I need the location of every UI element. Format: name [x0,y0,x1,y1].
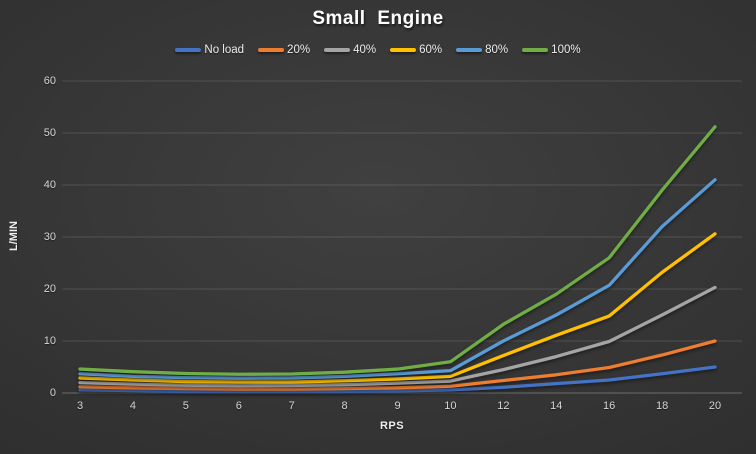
legend-label: 40% [353,44,377,56]
x-tick-label-18: 18 [655,400,669,412]
x-tick-label-5: 5 [182,400,189,412]
legend-label: 80% [485,44,509,56]
legend-line-swatch [456,48,483,52]
x-tick-label-10: 10 [444,400,457,412]
x-tick-label-16: 16 [603,400,616,412]
legend-item-40-[interactable]: 40% [324,44,376,56]
legend: No load 20% 40% 60% 80% 100% [0,42,756,58]
x-tick-label-9: 9 [394,400,401,412]
legend-item-60-[interactable]: 60% [390,44,442,56]
x-tick-label-3: 3 [76,400,84,412]
x-tick-label-4: 4 [129,400,136,412]
x-tick-label-7: 7 [288,400,295,412]
series-line-60- [78,232,717,384]
y-axis-title: L/MIN [8,221,20,251]
legend-line-swatch [324,48,351,52]
y-tick-label-50: 50 [43,126,56,139]
y-tick-label-40: 40 [43,178,56,191]
series-line-no-load [78,365,717,394]
legend-label: 60% [419,44,443,56]
legend-line-swatch [175,48,202,52]
y-tick-label-10: 10 [43,334,56,347]
chart-title: Small Engine [312,8,444,29]
x-tick-label-20: 20 [708,400,722,412]
series-line-100- [78,125,717,376]
y-tick-label-60: 60 [43,74,56,87]
x-tick-label-6: 6 [235,400,242,412]
legend-label: 20% [287,44,311,56]
x-axis-title: RPS [379,420,405,432]
legend-item-100-[interactable]: 100% [522,44,581,56]
y-tick-label-20: 20 [43,282,56,295]
legend-line-swatch [522,48,549,52]
x-tick-label-12: 12 [497,400,510,412]
legend-item-no-load[interactable]: No load [175,44,244,56]
series-line-40- [78,285,717,388]
legend-line-swatch [390,48,417,52]
legend-label: No load [204,44,245,56]
series-line-80- [78,178,717,380]
x-tick-label-14: 14 [550,400,563,412]
legend-line-swatch [258,48,285,52]
legend-label: 100% [551,44,581,56]
legend-item-20-[interactable]: 20% [258,44,310,56]
series-line-20- [78,339,717,391]
legend-item-80-[interactable]: 80% [456,44,508,56]
x-tick-label-8: 8 [341,400,348,412]
y-tick-label-30: 30 [43,230,56,243]
y-tick-label-0: 0 [49,386,56,399]
